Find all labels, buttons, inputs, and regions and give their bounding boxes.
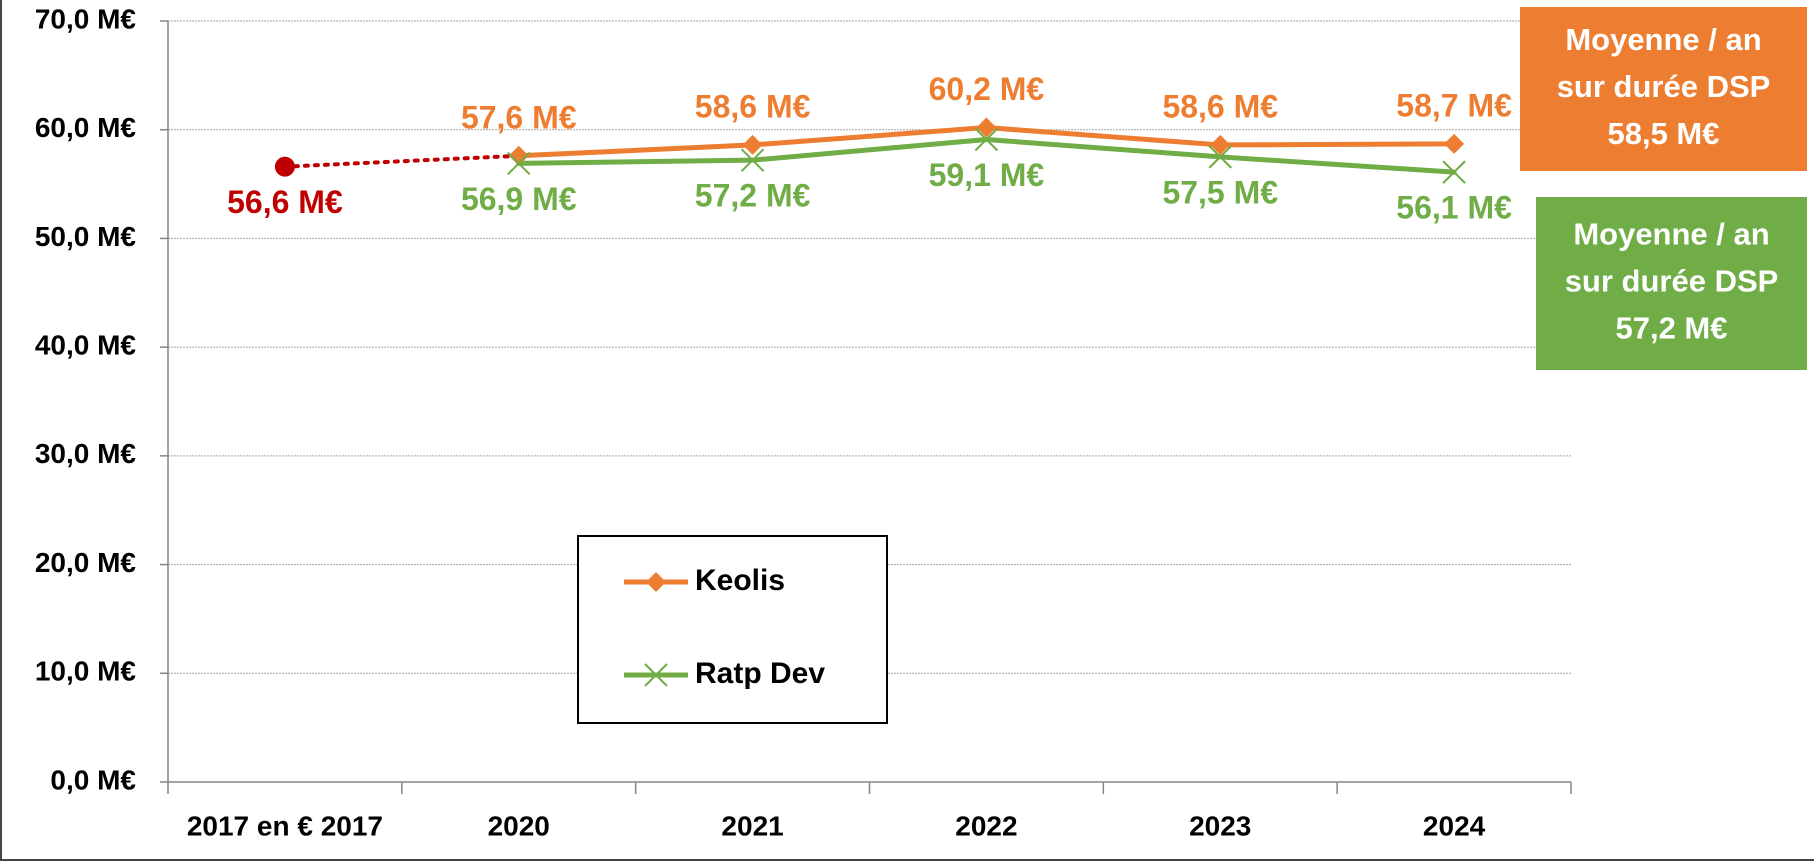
data-label: 60,2 M€ bbox=[929, 71, 1045, 107]
marker bbox=[644, 663, 668, 687]
annotation-text: Moyenne / an bbox=[1573, 217, 1769, 252]
marker bbox=[274, 156, 295, 177]
marker bbox=[974, 127, 999, 152]
marker bbox=[740, 148, 765, 172]
marker bbox=[646, 572, 666, 592]
y-tick-label: 60,0 M€ bbox=[35, 112, 137, 143]
y-tick-label: 40,0 M€ bbox=[35, 330, 137, 361]
data-label: 57,6 M€ bbox=[461, 99, 577, 135]
legend-label: Ratp Dev bbox=[695, 657, 825, 690]
annotation-box bbox=[1520, 7, 1807, 171]
x-tick-label: 2024 bbox=[1423, 810, 1486, 841]
legend-box bbox=[577, 535, 888, 724]
marker bbox=[508, 145, 529, 166]
y-tick-label: 70,0 M€ bbox=[35, 3, 137, 34]
y-tick-label: 30,0 M€ bbox=[35, 438, 137, 469]
data-label: 56,1 M€ bbox=[1396, 190, 1512, 226]
marker bbox=[507, 151, 531, 176]
annotation-text: 57,2 M€ bbox=[1615, 311, 1727, 346]
marker bbox=[1442, 160, 1466, 184]
legend: Keolis Ratp Dev bbox=[577, 535, 888, 724]
y-tick-label: 20,0 M€ bbox=[35, 547, 137, 578]
x-tick-label: 2022 bbox=[955, 810, 1017, 841]
legend-label: Keolis bbox=[695, 564, 785, 597]
marker bbox=[742, 134, 763, 155]
annotation-text: Moyenne / an bbox=[1565, 22, 1761, 57]
y-tick-label: 0,0 M€ bbox=[50, 764, 136, 795]
data-label: 57,2 M€ bbox=[695, 178, 811, 214]
data-label: 58,7 M€ bbox=[1396, 87, 1512, 123]
data-label: 58,6 M€ bbox=[1162, 88, 1278, 124]
marker bbox=[1444, 133, 1465, 154]
annotation-box bbox=[1536, 197, 1807, 370]
y-tick-label: 50,0 M€ bbox=[35, 221, 137, 252]
data-label: 57,5 M€ bbox=[1162, 174, 1278, 210]
y-tick-label: 10,0 M€ bbox=[35, 656, 137, 687]
x-tick-label: 2021 bbox=[721, 810, 783, 841]
x-tick-label: 2020 bbox=[488, 810, 550, 841]
marker bbox=[1208, 145, 1232, 169]
data-label: 56,6 M€ bbox=[227, 184, 343, 220]
annotation-text: sur durée DSP bbox=[1557, 69, 1771, 104]
marker bbox=[1210, 134, 1231, 155]
data-label: 58,6 M€ bbox=[695, 88, 811, 124]
marker bbox=[976, 117, 997, 138]
x-tick-label: 2023 bbox=[1189, 810, 1251, 841]
data-label: 59,1 M€ bbox=[929, 157, 1045, 193]
x-tick-label: 2017 en € 2017 bbox=[187, 810, 383, 841]
data-label: 56,9 M€ bbox=[461, 181, 577, 217]
annotation-text: sur durée DSP bbox=[1565, 264, 1779, 299]
annotation-text: 58,5 M€ bbox=[1607, 116, 1719, 151]
series-line bbox=[282, 153, 521, 169]
